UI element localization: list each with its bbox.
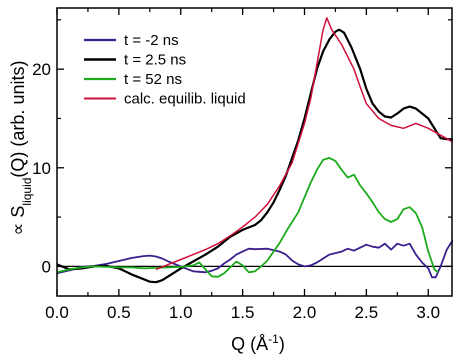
series-line-1 (57, 239, 453, 279)
y-axis-label: ∝ Sliquid(Q) (arb. units) (8, 61, 34, 236)
series-line-2 (57, 28, 453, 284)
plot-frame (56, 7, 453, 297)
x-axis-label: Q (Å-1) (231, 332, 285, 354)
y-axis-label-subscript: liquid (20, 178, 34, 206)
y-tick-label: 0 (42, 257, 51, 276)
series-line-3 (57, 157, 439, 278)
x-axis-label-suffix: ) (279, 334, 285, 354)
y-axis-label-suffix: (Q) (arb. units) (8, 61, 28, 178)
plot-area (57, 17, 453, 284)
x-tick-label: 0.5 (107, 303, 131, 322)
x-axis-label-superscript: -1 (268, 332, 279, 346)
x-tick-label: 1.0 (169, 303, 193, 322)
x-axis-label-base: Q (Å (231, 334, 268, 354)
x-tick-label: 2.0 (293, 303, 317, 322)
series-line-4 (155, 17, 453, 271)
y-axis-label-prefix: ∝ S (8, 206, 28, 236)
legend-label-3: t = 52 ns (124, 71, 182, 88)
legend-label-4: calc. equilib. liquid (124, 91, 246, 108)
legend: t = -2 ns t = 2.5 ns t = 52 ns calc. equili… (84, 32, 246, 108)
y-tick-label: 10 (32, 159, 51, 178)
y-tick-label: 20 (32, 60, 51, 79)
legend-label-2: t = 2.5 ns (124, 52, 186, 69)
legend-label-1: t = -2 ns (124, 32, 179, 49)
series-group (57, 17, 453, 284)
x-tick-label: 0.0 (45, 303, 69, 322)
axes: 0.0 0.5 1.0 1.5 2.0 2.5 3.0 0 10 20 (32, 7, 453, 322)
x-tick-label: 2.5 (355, 303, 379, 322)
x-tick-label: 3.0 (416, 303, 440, 322)
x-tick-label: 1.5 (231, 303, 255, 322)
